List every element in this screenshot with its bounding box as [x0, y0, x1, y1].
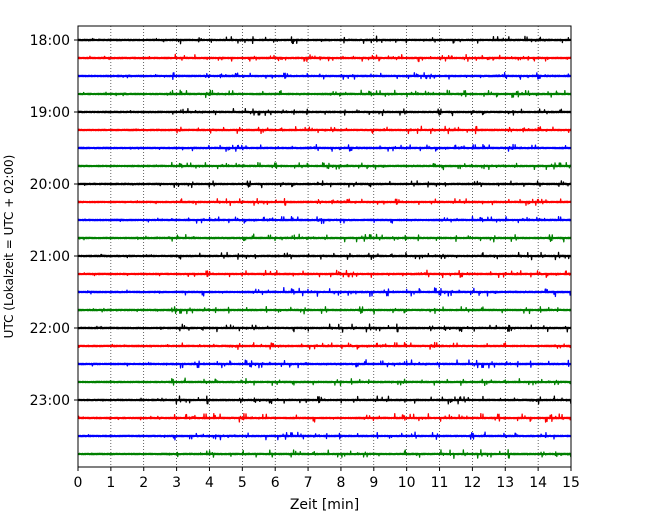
trace-group — [77, 35, 572, 460]
x-tick-label: 9 — [369, 475, 378, 491]
trace-1945 — [77, 161, 572, 171]
x-tick-label: 1 — [106, 475, 115, 491]
x-tick-label: 5 — [238, 475, 247, 491]
x-tick-label: 13 — [496, 475, 514, 491]
y-tick-label: 22:00 — [30, 321, 70, 337]
x-tick-label: 12 — [463, 475, 481, 491]
x-tick-label: 2 — [139, 475, 148, 491]
y-tick-label: 21:00 — [30, 249, 70, 265]
y-tick-label: 20:00 — [30, 177, 70, 193]
trace-2245 — [77, 377, 572, 387]
trace-1845 — [77, 89, 572, 99]
trace-2045 — [77, 233, 572, 243]
trace-2300 — [77, 395, 572, 405]
x-tick-label: 3 — [172, 475, 181, 491]
trace-2145 — [77, 306, 572, 315]
trace-2115 — [77, 269, 572, 279]
x-tick-label: 8 — [336, 475, 345, 491]
trace-1900 — [77, 107, 572, 117]
trace-1930 — [77, 143, 572, 152]
trace-2000 — [77, 180, 572, 189]
trace-1915 — [77, 125, 572, 135]
trace-1815 — [77, 53, 572, 63]
trace-2315 — [77, 412, 572, 423]
x-tick-label: 4 — [205, 475, 214, 491]
x-axis-label: Zeit [min] — [290, 497, 359, 513]
x-tick-label: 11 — [431, 475, 449, 491]
x-tick-label: 7 — [304, 475, 313, 491]
trace-1800 — [77, 35, 572, 45]
trace-2200 — [77, 323, 572, 333]
y-tick-label: 18:00 — [30, 33, 70, 49]
x-tick-label: 14 — [529, 475, 547, 491]
trace-2230 — [77, 359, 572, 369]
trace-2330 — [77, 431, 572, 441]
x-tick-label: 15 — [562, 475, 580, 491]
trace-1830 — [77, 71, 572, 80]
x-tick-label: 10 — [398, 475, 416, 491]
x-tick-label: 6 — [271, 475, 280, 491]
y-tick-label: 19:00 — [30, 105, 70, 121]
trace-2015 — [77, 198, 572, 207]
y-axis-ticks: 18:00 19:00 20:00 21:00 22:00 23:00 — [30, 33, 78, 409]
trace-2345 — [77, 449, 572, 460]
trace-2100 — [77, 251, 572, 261]
plot-area-frame — [77, 25, 572, 468]
x-axis-ticks: 0 1 2 3 4 5 6 7 8 9 10 11 12 13 14 15 — [74, 467, 580, 491]
y-axis-label: UTC (Lokalzeit = UTC + 02:00) — [2, 155, 16, 339]
x-tick-label: 0 — [74, 475, 83, 491]
trace-2030 — [77, 215, 572, 225]
trace-2215 — [77, 341, 572, 351]
y-tick-label: 23:00 — [30, 393, 70, 409]
trace-2130 — [77, 286, 572, 298]
